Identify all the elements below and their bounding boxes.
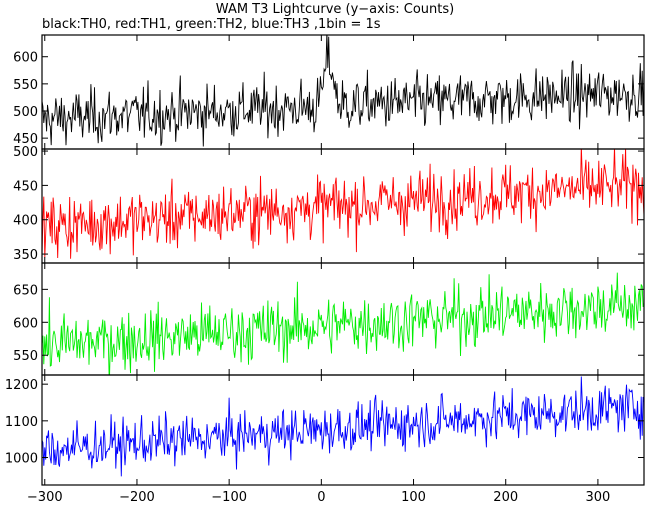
series-line-th0	[42, 35, 644, 147]
y-tick-label: 350	[13, 248, 38, 263]
y-tick-label: 1100	[5, 415, 38, 430]
y-tick-label: 400	[13, 214, 38, 229]
y-tick-label: 550	[13, 349, 38, 364]
x-tick-label: 100	[401, 490, 426, 505]
x-tick-label: 0	[317, 490, 325, 505]
x-tick-label: −200	[119, 490, 155, 505]
chart-title: WAM T3 Lightcurve (y−axis: Counts)	[216, 2, 454, 17]
panels: 4505005506003504004505005506006501000110…	[5, 34, 645, 505]
panel-frame	[41, 374, 645, 486]
x-tick-label: 200	[493, 490, 518, 505]
y-tick-label: 1000	[5, 452, 38, 467]
x-tick-label: −100	[211, 490, 247, 505]
y-tick-label: 500	[13, 105, 38, 120]
chart-subtitle: black:TH0, red:TH1, green:TH2, blue:TH3 …	[42, 17, 381, 32]
x-tick-label: 300	[585, 490, 610, 505]
series-line-th3	[42, 376, 644, 477]
x-tick-label: −300	[27, 490, 63, 505]
y-tick-label: 600	[13, 316, 38, 331]
series-line-th1	[42, 149, 644, 259]
y-tick-label: 550	[13, 78, 38, 93]
y-tick-label: 650	[13, 283, 38, 298]
y-tick-label: 1200	[5, 378, 38, 393]
y-tick-label: 500	[13, 145, 38, 160]
y-tick-label: 600	[13, 51, 38, 66]
y-tick-label: 450	[13, 132, 38, 147]
series-line-th2	[42, 272, 644, 375]
y-tick-label: 450	[13, 179, 38, 194]
